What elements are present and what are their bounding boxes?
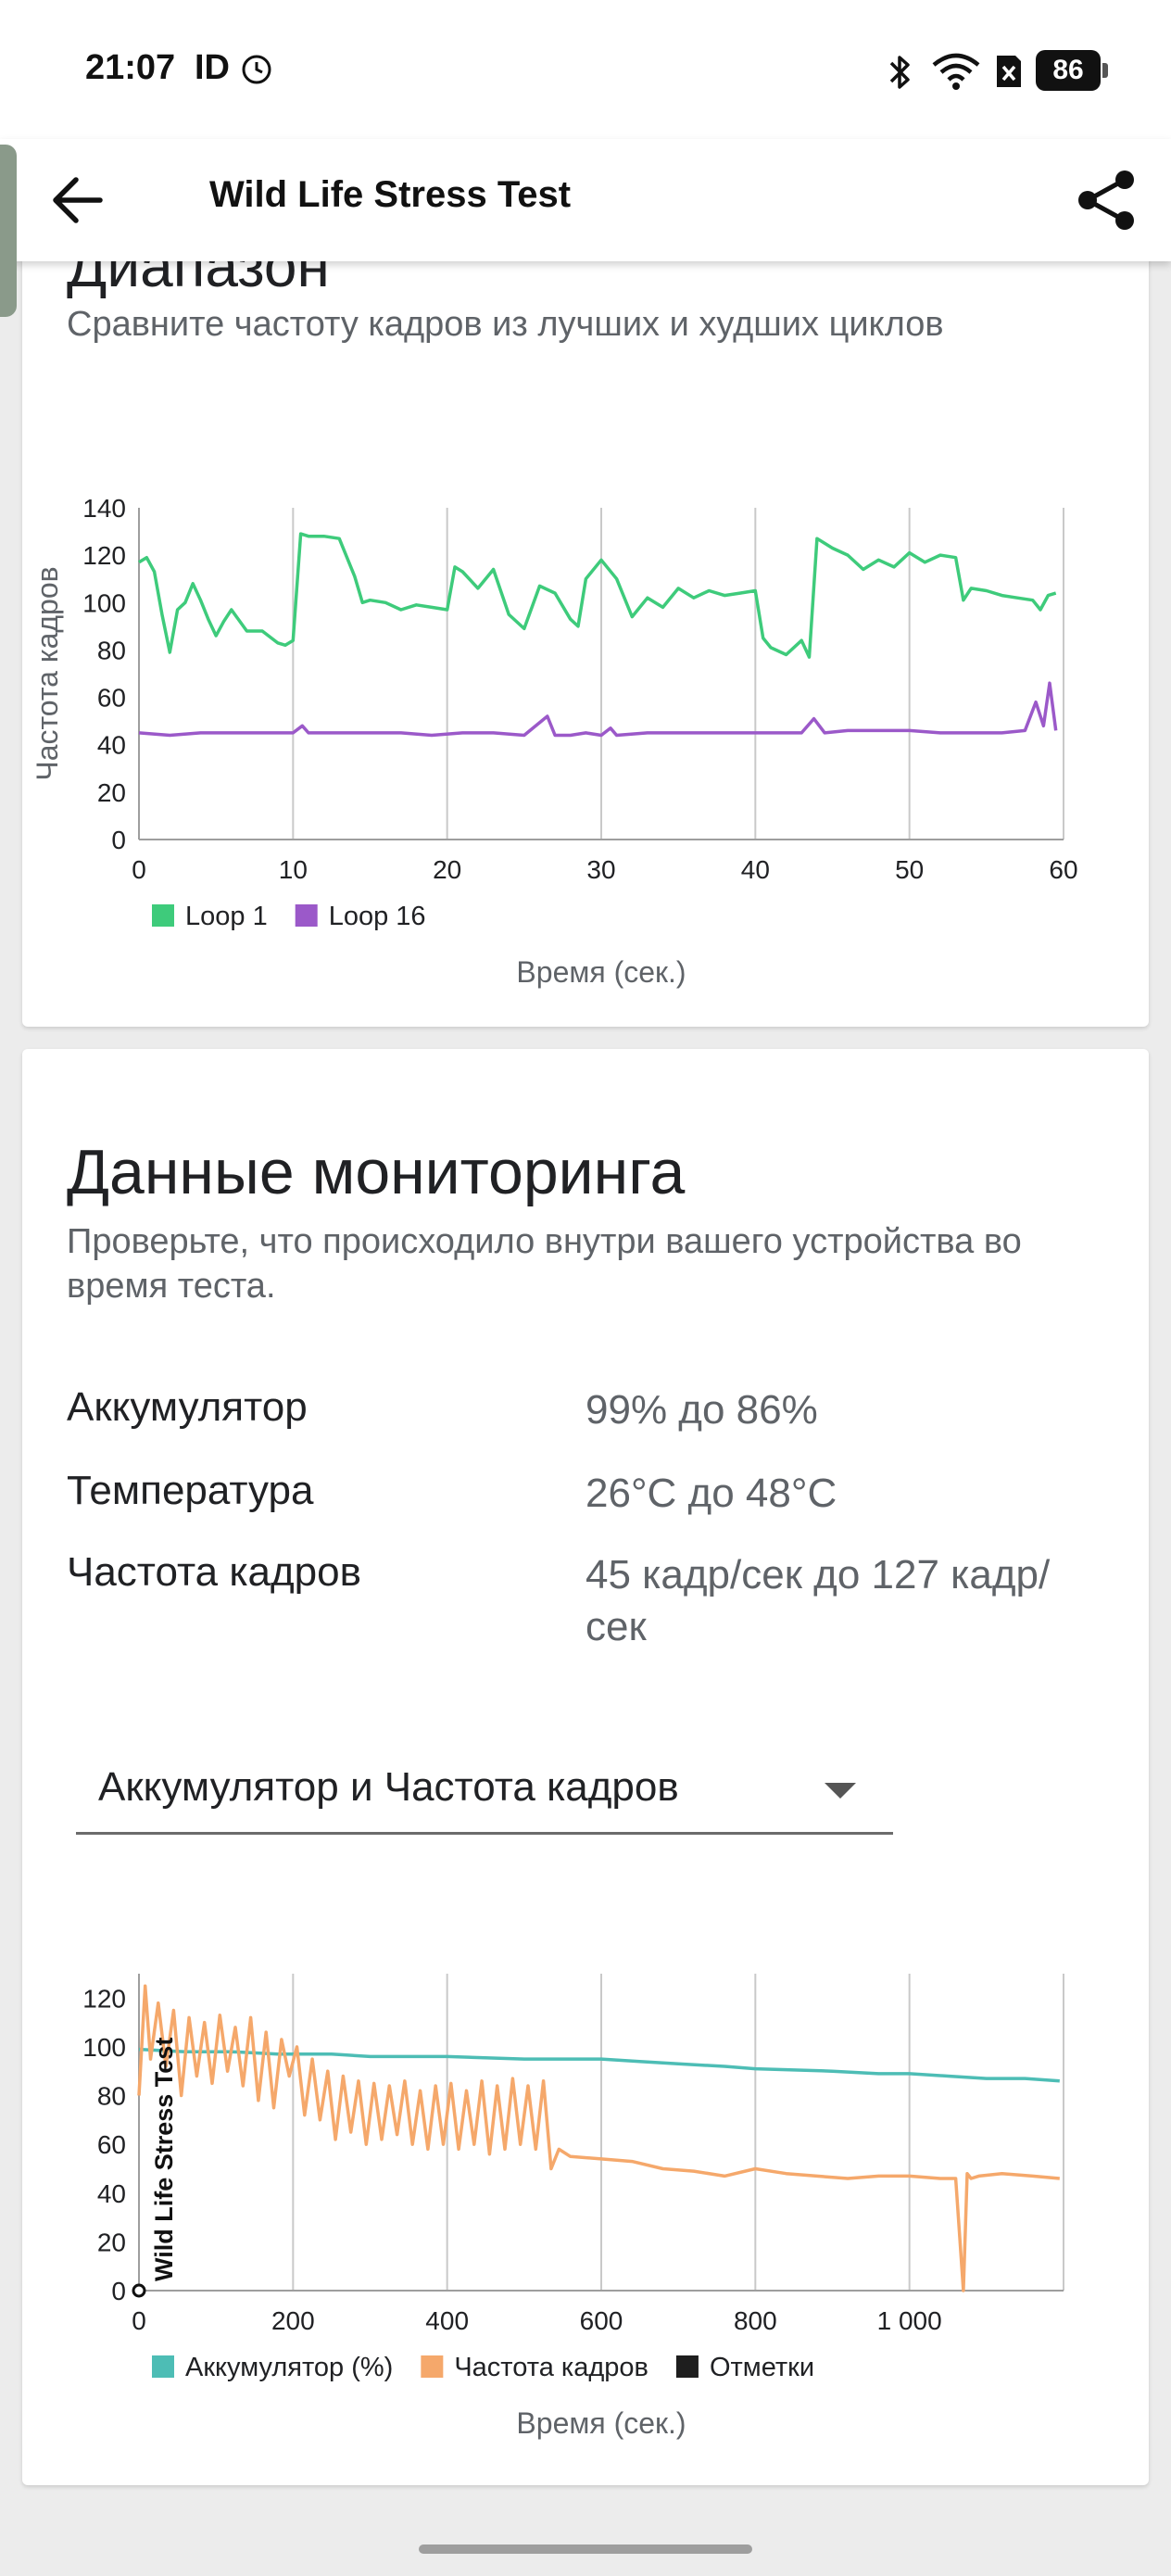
series-line	[137, 1984, 1060, 2292]
battery-icon: 86	[1036, 50, 1108, 91]
y-tick-label: 120	[82, 1984, 126, 2013]
series-line	[138, 532, 1057, 659]
x-tick-label: 400	[425, 2306, 469, 2335]
legend-swatch	[152, 2355, 174, 2378]
series-line	[138, 2047, 1060, 2083]
legend-label: Частота кадров	[454, 2353, 648, 2382]
chart-type-dropdown[interactable]: Аккумулятор и Частота кадров	[76, 1735, 893, 1835]
y-tick-label: 40	[97, 731, 126, 760]
arrow-left-icon[interactable]	[44, 167, 111, 234]
share-icon[interactable]	[1071, 165, 1141, 235]
x-axis-label: Время (сек.)	[516, 955, 686, 989]
legend-label: Аккумулятор (%)	[185, 2353, 393, 2382]
y-axis-label: Частота кадров	[31, 566, 64, 780]
range-subtitle: Сравните частоту кадров из лучших и худш…	[67, 305, 944, 344]
y-tick-label: 80	[97, 636, 126, 664]
x-tick-label: 50	[895, 855, 924, 884]
y-tick-label: 20	[97, 778, 126, 807]
legend-swatch	[295, 904, 318, 927]
range-chart: 0 20 40 60 80 100 120 140 0 10 20 30 40 50 60 Частота к…	[31, 494, 1078, 989]
marker-point	[132, 2283, 146, 2298]
x-tick-label: 200	[271, 2306, 315, 2335]
home-indicator[interactable]	[419, 2544, 752, 2554]
y-tick-label: 120	[82, 541, 126, 570]
y-tick-label: 40	[97, 2179, 126, 2208]
legend-label: Loop 16	[329, 902, 426, 931]
dropdown-selected-value: Аккумулятор и Частота кадров	[98, 1764, 679, 1810]
y-tick-label: 60	[97, 684, 126, 713]
app-bar: Wild Life Stress Test	[0, 139, 1171, 261]
range-card: Диапазон Сравните частоту кадров из лучш…	[22, 232, 1149, 1027]
monitoring-chart: 0 20 40 60 80 100 120 0 200 400 600 800 1 000 Аккумул…	[82, 1974, 1064, 2440]
monitoring-subtitle: Проверьте, что происходило внутри вашего…	[67, 1222, 1022, 1306]
x-tick-label: 0	[132, 2306, 146, 2335]
carrier-label: ID	[195, 48, 230, 87]
legend-label: Отметки	[710, 2353, 814, 2382]
x-tick-label: 60	[1049, 855, 1077, 884]
annotation-label: Wild Life Stress Test	[150, 2038, 178, 2281]
monitoring-card: Данные мониторинга Проверьте, что происх…	[22, 1049, 1149, 2485]
y-tick-label: 100	[82, 588, 126, 617]
x-tick-label: 600	[580, 2306, 623, 2335]
status-bar: 21:07 ID 86	[0, 0, 1171, 139]
stat-value: 26°C до 48°C	[586, 1471, 837, 1516]
legend-swatch	[675, 2355, 699, 2378]
monitoring-title: Данные мониторинга	[67, 1137, 686, 1207]
wifi-icon	[932, 53, 980, 90]
alarm-clock-icon	[242, 55, 271, 84]
y-tick-label: 60	[97, 2130, 126, 2159]
y-tick-label: 80	[97, 2082, 126, 2111]
stat-value: 45 кадр/сек до 127 кадр/сек	[586, 1552, 1051, 1649]
y-tick-label: 100	[82, 2033, 126, 2062]
x-tick-label: 0	[132, 855, 146, 884]
x-tick-label: 1 000	[877, 2306, 942, 2335]
series-line	[138, 681, 1058, 738]
x-tick-label: 800	[734, 2306, 777, 2335]
x-tick-label: 10	[279, 855, 308, 884]
x-tick-label: 40	[741, 855, 770, 884]
legend-swatch	[152, 904, 174, 927]
legend-swatch	[421, 2355, 444, 2378]
y-tick-label: 0	[111, 2277, 126, 2305]
legend-label: Loop 1	[185, 902, 268, 931]
x-tick-label: 20	[433, 855, 461, 884]
bluetooth-icon	[889, 56, 910, 89]
status-time: 21:07	[85, 48, 176, 87]
edge-panel-handle[interactable]	[0, 145, 17, 317]
stat-label: Аккумулятор	[67, 1384, 308, 1430]
page-title: Wild Life Stress Test	[209, 174, 572, 215]
sim-disabled-icon	[997, 56, 1021, 87]
stat-label: Температура	[67, 1468, 314, 1513]
y-tick-label: 140	[82, 494, 126, 523]
x-tick-label: 30	[586, 855, 615, 884]
y-tick-label: 20	[97, 2228, 126, 2256]
x-axis-label: Время (сек.)	[516, 2406, 686, 2440]
y-tick-label: 0	[111, 826, 126, 854]
stat-value: 99% до 86%	[586, 1387, 818, 1433]
dropdown-arrow-icon	[825, 1783, 856, 1799]
stat-label: Частота кадров	[67, 1549, 361, 1595]
